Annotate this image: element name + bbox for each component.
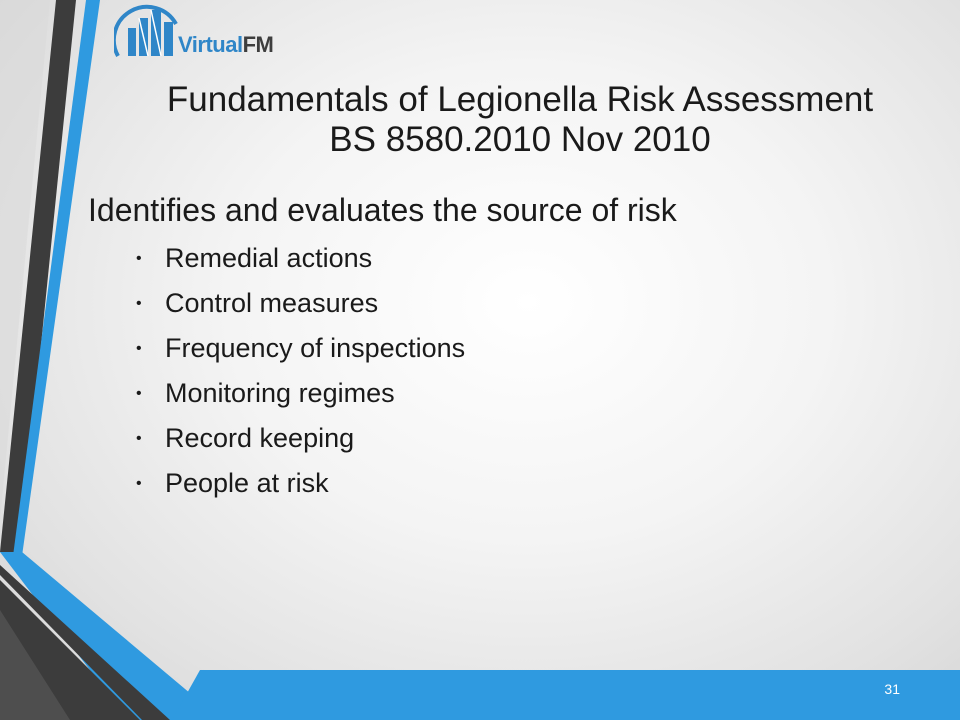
- bullet-dot-icon: •: [136, 250, 142, 267]
- logo-text-virtual: Virtual: [178, 32, 243, 57]
- bullet-list: • Remedial actions • Control measures • Fre…: [88, 236, 908, 506]
- slide-body: Identifies and evaluates the source of r…: [88, 190, 908, 506]
- bullet-item: • Control measures: [136, 281, 908, 326]
- bullet-dot-icon: •: [136, 430, 142, 447]
- bullet-dot-icon: •: [136, 340, 142, 357]
- bullet-text: Control measures: [165, 288, 379, 318]
- dark-stripe-vertical: [0, 0, 76, 552]
- bullet-dot-icon: •: [136, 295, 142, 312]
- bullet-item: • People at risk: [136, 461, 908, 506]
- slide-title: Fundamentals of Legionella Risk Assessme…: [100, 80, 940, 160]
- blue-bar-bottom: [172, 670, 960, 720]
- lead-statement: Identifies and evaluates the source of r…: [88, 192, 677, 228]
- bullet-item: • Monitoring regimes: [136, 371, 908, 416]
- logo-wordmark: VirtualFM: [178, 32, 274, 57]
- logo-text-fm: FM: [242, 32, 274, 57]
- slide-number: 31: [884, 681, 900, 697]
- bullet-item: • Frequency of inspections: [136, 326, 908, 371]
- slide-title-line-1: Fundamentals of Legionella Risk Assessme…: [166, 80, 874, 119]
- corner-light-wedge: [0, 610, 70, 720]
- bullet-item: • Remedial actions: [136, 236, 908, 281]
- bullet-text: People at risk: [165, 468, 329, 498]
- dark-stripe-diagonal: [0, 565, 170, 720]
- logo: VirtualFM: [114, 4, 274, 58]
- building-logo-icon: [114, 4, 178, 57]
- light-stripe-vertical: [0, 0, 50, 520]
- bullet-dot-icon: •: [136, 385, 142, 402]
- blue-stripe-diagonal: [0, 552, 222, 720]
- bullet-dot-icon: •: [136, 475, 142, 492]
- bullet-text: Remedial actions: [165, 243, 373, 273]
- bullet-text: Record keeping: [165, 423, 355, 453]
- bullet-text: Monitoring regimes: [165, 378, 395, 408]
- bullet-text: Frequency of inspections: [165, 333, 466, 363]
- bullet-item: • Record keeping: [136, 416, 908, 461]
- slide-title-line-2: BS 8580.2010 Nov 2010: [329, 120, 711, 159]
- blue-stripe-vertical: [13, 0, 100, 556]
